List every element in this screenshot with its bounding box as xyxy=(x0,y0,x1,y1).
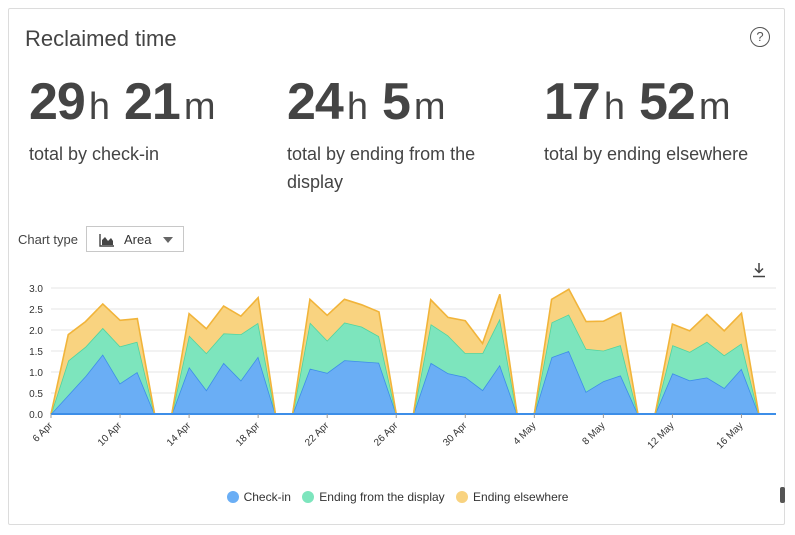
x-tick-label: 22 Apr xyxy=(303,420,332,449)
y-tick-label: 0.5 xyxy=(29,389,43,400)
x-tick-label: 30 Apr xyxy=(441,420,470,449)
stat-minutes-unit: m xyxy=(183,86,216,128)
stat-minutes-unit: m xyxy=(413,86,446,128)
stat-hours-unit: h xyxy=(603,86,625,128)
scrollbar-thumb[interactable] xyxy=(780,487,785,503)
stat-minutes-unit: m xyxy=(698,86,731,128)
stat-minutes: 52 xyxy=(638,73,696,131)
y-tick-label: 2.0 xyxy=(29,326,43,337)
area-series-1 xyxy=(51,314,776,414)
stat-minutes: 21 xyxy=(123,73,181,131)
stat-ending-display: 24 h 5 m total by ending from the display xyxy=(287,72,507,196)
y-tick-label: 1.0 xyxy=(29,368,43,379)
chevron-down-icon xyxy=(163,237,173,243)
x-tick-label: 8 May xyxy=(580,420,607,447)
legend-label: Ending from the display xyxy=(319,490,445,504)
chart-type-value: Area xyxy=(124,232,152,247)
legend-swatch xyxy=(226,491,239,503)
x-tick-label: 26 Apr xyxy=(372,420,401,449)
stat-hours: 17 xyxy=(544,73,601,131)
x-tick-label: 4 May xyxy=(511,420,538,447)
y-tick-label: 1.5 xyxy=(29,347,43,358)
download-icon[interactable] xyxy=(752,262,766,278)
stat-description: total by ending from the display xyxy=(287,144,476,192)
area-series-2 xyxy=(51,289,776,414)
chart-legend: Check-in Ending from the display Ending … xyxy=(0,490,795,506)
stat-description: total by check-in xyxy=(29,144,160,164)
area-chart: 0.0 0.5 1.0 1.5 2.0 2.5 3.0 6 Apr 10 Apr 14 Apr 18… xyxy=(29,284,776,451)
y-tick-label: 2.5 xyxy=(29,305,43,316)
legend-item-ending-elsewhere[interactable]: Ending elsewhere xyxy=(456,490,568,504)
legend-item-ending-display[interactable]: Ending from the display xyxy=(302,490,445,504)
legend-swatch xyxy=(302,491,315,503)
area-chart-icon xyxy=(99,234,114,247)
stat-hours-unit: h xyxy=(346,86,368,128)
stat-hours-unit: h xyxy=(88,86,110,128)
stat-hours: 29 xyxy=(29,73,86,131)
stat-ending-elsewhere: 17 h 52 m total by ending elsewhere xyxy=(544,72,764,168)
x-tick-label: 18 Apr xyxy=(234,420,263,449)
x-tick-label: 14 Apr xyxy=(165,420,194,449)
area-series-0 xyxy=(51,351,776,414)
legend-label: Check-in xyxy=(243,490,291,504)
y-tick-label: 3.0 xyxy=(29,284,43,295)
x-tick-label: 12 May xyxy=(646,420,677,451)
legend-item-check-in[interactable]: Check-in xyxy=(226,490,291,504)
x-tick-label: 10 Apr xyxy=(96,420,125,449)
stat-check-in: 29 h 21 m total by check-in xyxy=(29,72,249,168)
chart-type-select[interactable]: Area xyxy=(86,226,184,252)
x-tick-label: 6 Apr xyxy=(31,420,56,445)
x-tick-label: 16 May xyxy=(715,420,746,451)
stat-minutes: 5 xyxy=(381,73,411,131)
stat-hours: 24 xyxy=(287,73,344,131)
stat-description: total by ending elsewhere xyxy=(544,144,749,164)
legend-label: Ending elsewhere xyxy=(473,490,569,504)
question-circle-icon[interactable]: ? xyxy=(750,27,770,47)
reclaimed-time-card: Reclaimed time ? xyxy=(8,8,785,525)
legend-swatch xyxy=(456,491,469,503)
card-title: Reclaimed time xyxy=(25,26,177,51)
chart-type-label: Chart type xyxy=(18,232,78,247)
y-tick-label: 0.0 xyxy=(29,410,43,421)
